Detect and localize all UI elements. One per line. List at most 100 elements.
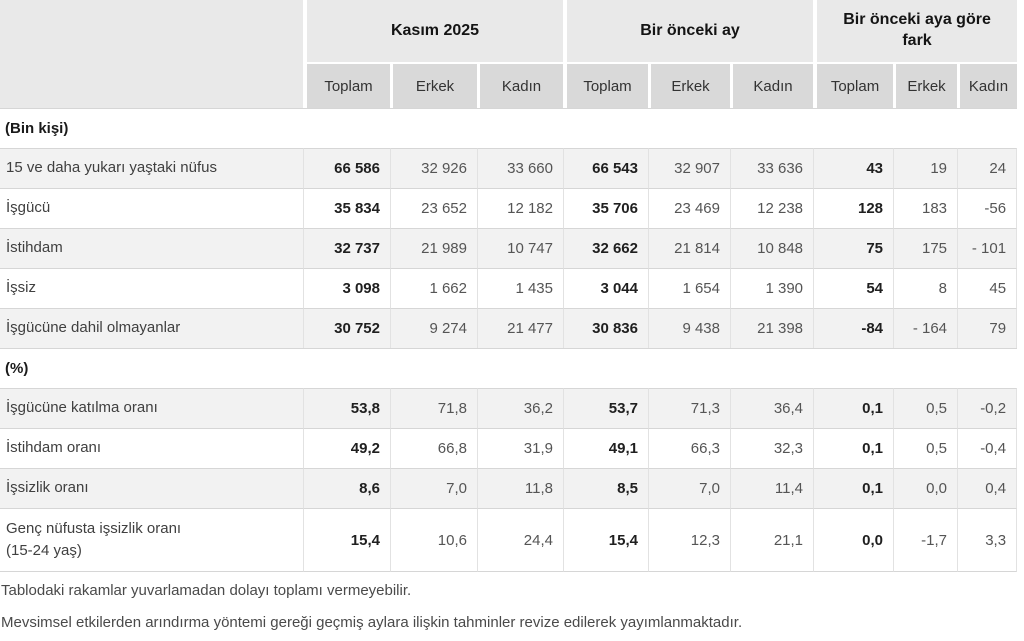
header-group-row: Kasım 2025 Bir önceki ay Bir önceki aya gö…: [0, 0, 1018, 108]
table-row: İşsiz 3 098 1 662 1 435 3 044 1 654 1 390 54 8 45: [0, 268, 1018, 308]
column-header: Toplam: [813, 62, 894, 108]
cell: 0,5: [893, 428, 958, 468]
cell: 0,1: [813, 388, 894, 428]
cell: 33 660: [477, 148, 563, 188]
cell: 21 477: [477, 308, 563, 348]
row-label: İşgücüne dahil olmayanlar: [0, 308, 303, 348]
cell: 30 752: [303, 308, 390, 348]
cell: -0,4: [957, 428, 1018, 468]
cell: 66 543: [563, 148, 648, 188]
section-header-row: (%): [0, 348, 1018, 388]
cell: 10 848: [730, 228, 814, 268]
cell: 32 662: [563, 228, 648, 268]
row-label: İstihdam: [0, 228, 303, 268]
table-row: İşgücüne dahil olmayanlar 30 752 9 274 21 4…: [0, 308, 1018, 348]
column-header: Kadın: [477, 62, 563, 108]
cell: 30 836: [563, 308, 648, 348]
cell: 21 398: [730, 308, 814, 348]
cell: 0,4: [957, 468, 1018, 508]
cell: 9 274: [390, 308, 477, 348]
cell: 0,5: [893, 388, 958, 428]
footnotes: Tablodaki rakamlar yuvarlamadan dolayı t…: [0, 572, 1024, 633]
cell: 19: [893, 148, 958, 188]
footnote-seasonal-adjustment: Mevsimsel etkilerden arındırma yöntemi g…: [1, 614, 743, 631]
cell: 35 834: [303, 188, 390, 228]
cell: 12 238: [730, 188, 814, 228]
cell: 0,0: [893, 468, 958, 508]
cell: 66,8: [390, 428, 477, 468]
column-header: Erkek: [648, 62, 730, 108]
cell: 3 044: [563, 268, 648, 308]
row-label: İşsiz: [0, 268, 303, 308]
cell: 7,0: [390, 468, 477, 508]
cell: 53,7: [563, 388, 648, 428]
cell: 49,1: [563, 428, 648, 468]
cell: 66 586: [303, 148, 390, 188]
column-header: Erkek: [893, 62, 958, 108]
table-row: Genç nüfusta işsizlik oranı (15-24 yaş) 1…: [0, 508, 1018, 572]
cell: 24,4: [477, 508, 563, 572]
footnote-rounding: Tablodaki rakamlar yuvarlamadan dolayı t…: [1, 582, 412, 599]
cell: 54: [813, 268, 894, 308]
column-group-header: Kasım 2025: [303, 0, 563, 62]
cell: 32 926: [390, 148, 477, 188]
cell: 7,0: [648, 468, 730, 508]
column-group-header: Bir önceki ay: [563, 0, 814, 62]
cell: 23 652: [390, 188, 477, 228]
section-title: (Bin kişi): [0, 108, 1018, 148]
cell: 45: [957, 268, 1018, 308]
cell: -0,2: [957, 388, 1018, 428]
row-label: İşgücüne katılma oranı: [0, 388, 303, 428]
cell: 23 469: [648, 188, 730, 228]
cell: 12,3: [648, 508, 730, 572]
cell: 35 706: [563, 188, 648, 228]
table-row: İşsizlik oranı 8,6 7,0 11,8 8,5 7,0 11,4 0,1 0,0…: [0, 468, 1018, 508]
corner-cell: [0, 0, 303, 108]
section-header-row: (Bin kişi): [0, 108, 1018, 148]
cell: 79: [957, 308, 1018, 348]
column-header: Toplam: [563, 62, 648, 108]
cell: 183: [893, 188, 958, 228]
cell: 32 907: [648, 148, 730, 188]
cell: 0,0: [813, 508, 894, 572]
cell: 8,5: [563, 468, 648, 508]
cell: 36,4: [730, 388, 814, 428]
column-header: Kadın: [730, 62, 814, 108]
column-header: Erkek: [390, 62, 477, 108]
cell: 11,8: [477, 468, 563, 508]
cell: 31,9: [477, 428, 563, 468]
cell: 10,6: [390, 508, 477, 572]
cell: - 164: [893, 308, 958, 348]
cell: 24: [957, 148, 1018, 188]
cell: -84: [813, 308, 894, 348]
cell: 21 989: [390, 228, 477, 268]
table-row: İstihdam 32 737 21 989 10 747 32 662 21 814 10…: [0, 228, 1018, 268]
cell: 8,6: [303, 468, 390, 508]
cell: 1 662: [390, 268, 477, 308]
row-label: Genç nüfusta işsizlik oranı (15-24 yaş): [0, 508, 303, 572]
row-label: 15 ve daha yukarı yaştaki nüfus: [0, 148, 303, 188]
cell: 53,8: [303, 388, 390, 428]
header-sub-row: Toplam Erkek Kadın Toplam Erkek Kadın Toplam Er…: [0, 62, 1018, 108]
table-row: İşgücüne katılma oranı 53,8 71,8 36,2 53,7 71…: [0, 388, 1018, 428]
cell: 0,1: [813, 428, 894, 468]
cell: 1 435: [477, 268, 563, 308]
cell: 12 182: [477, 188, 563, 228]
cell: 33 636: [730, 148, 814, 188]
cell: 3 098: [303, 268, 390, 308]
cell: 1 654: [648, 268, 730, 308]
cell: 21,1: [730, 508, 814, 572]
cell: 0,1: [813, 468, 894, 508]
cell: 10 747: [477, 228, 563, 268]
cell: -1,7: [893, 508, 958, 572]
cell: 128: [813, 188, 894, 228]
cell: 36,2: [477, 388, 563, 428]
cell: 71,8: [390, 388, 477, 428]
row-label: İşgücü: [0, 188, 303, 228]
cell: 21 814: [648, 228, 730, 268]
cell: 3,3: [957, 508, 1018, 572]
cell: - 101: [957, 228, 1018, 268]
table-row: İstihdam oranı 49,2 66,8 31,9 49,1 66,3 32,3 0,…: [0, 428, 1018, 468]
row-label: İstihdam oranı: [0, 428, 303, 468]
table-body: (Bin kişi) 15 ve daha yukarı yaştaki nüfu…: [0, 108, 1018, 572]
